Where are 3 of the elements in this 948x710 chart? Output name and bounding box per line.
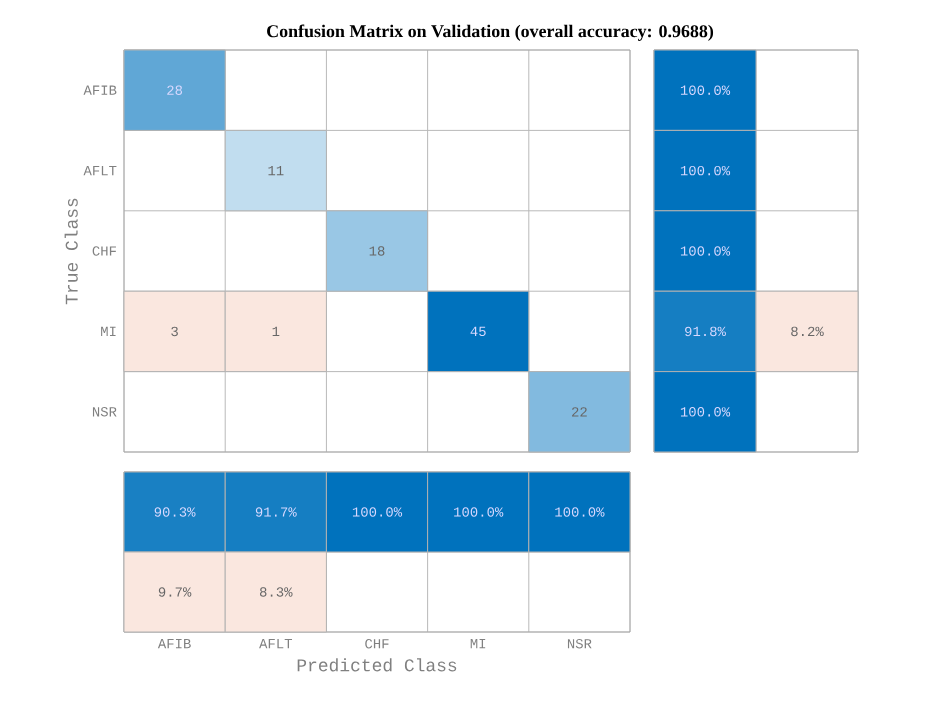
y-axis-title: True Class [64,198,78,305]
chart-title: Confusion Matrix on Validation (overall accuracy: 0.9688) [267,24,714,41]
x-axis-title: Predicted Class [297,658,457,672]
